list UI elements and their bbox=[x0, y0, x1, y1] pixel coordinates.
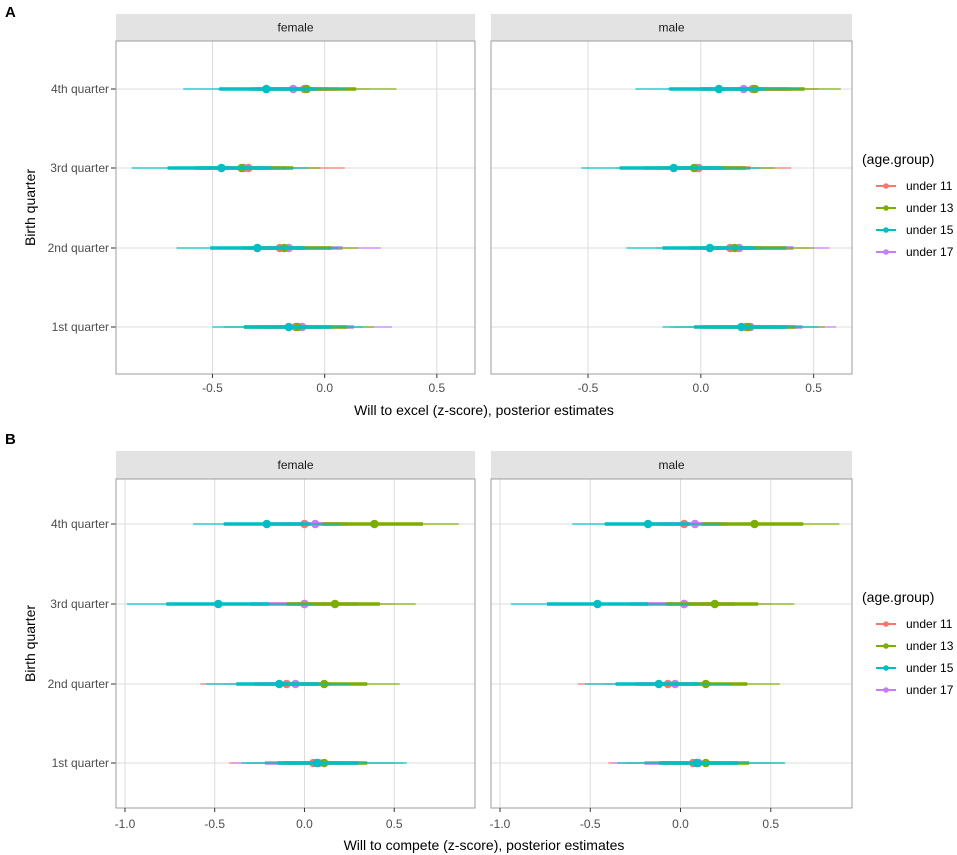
x-tick-label: 0.5 bbox=[386, 817, 403, 831]
legend-key-point bbox=[883, 665, 889, 671]
median-point-under-15 bbox=[737, 322, 746, 332]
facet-female: female -0.5 0.0 0.5 bbox=[115, 14, 476, 395]
median-point-under-15 bbox=[284, 322, 294, 332]
y-tick-label: 3rd quarter bbox=[50, 597, 109, 611]
legend-entry-label: under 15 bbox=[906, 223, 954, 237]
median-point-under-13 bbox=[750, 519, 759, 529]
x-axis-title: Will to excel (z-score), posterior estim… bbox=[354, 402, 614, 418]
y-tick-label: 2nd quarter bbox=[48, 677, 109, 691]
facet-strip bbox=[116, 14, 475, 41]
facet-male: male -0.5 0.0 0.5 bbox=[490, 14, 853, 395]
y-tick-label: 3rd quarter bbox=[50, 161, 109, 175]
median-point-under-15 bbox=[312, 758, 322, 768]
legend-title: (age.group) bbox=[862, 151, 934, 167]
y-tick-label: 4th quarter bbox=[51, 82, 109, 96]
facet-strip-label: female bbox=[277, 21, 313, 35]
x-tick-label: -0.5 bbox=[580, 817, 601, 831]
x-tick-label: 0.0 bbox=[692, 381, 709, 395]
panel-label: B bbox=[5, 431, 16, 448]
median-point-under-15 bbox=[593, 599, 602, 609]
legend-entry-label: under 17 bbox=[906, 245, 954, 259]
legend-key-point bbox=[883, 687, 889, 693]
x-tick-label: -1.0 bbox=[490, 817, 511, 831]
facet-strip-label: female bbox=[277, 458, 313, 472]
x-tick-label: -0.5 bbox=[578, 381, 599, 395]
panel-border bbox=[490, 478, 853, 809]
legend-entry-label: under 17 bbox=[906, 683, 954, 697]
median-point-under-15 bbox=[262, 84, 271, 94]
legend-entry-label: under 13 bbox=[906, 639, 954, 653]
median-point-under-15 bbox=[253, 243, 262, 253]
x-axis-title: Will to compete (z-score), posterior est… bbox=[344, 837, 625, 853]
median-point-under-15 bbox=[692, 758, 702, 768]
x-tick-label: 0.0 bbox=[316, 381, 333, 395]
legend-entry-label: under 15 bbox=[906, 661, 954, 675]
facet-strip-label: male bbox=[658, 21, 684, 35]
y-tick-label: 1st quarter bbox=[52, 756, 109, 770]
x-tick-label: 0.0 bbox=[672, 817, 689, 831]
median-point-under-13 bbox=[370, 519, 379, 529]
median-point-under-13 bbox=[330, 599, 340, 609]
median-point-under-15 bbox=[654, 679, 664, 689]
median-point-under-15 bbox=[714, 84, 724, 94]
y-axis-title: Birth quarter bbox=[22, 605, 38, 682]
legend-entry-label: under 11 bbox=[906, 617, 953, 631]
x-tick-label: -1.0 bbox=[115, 817, 136, 831]
median-point-under-15 bbox=[275, 679, 284, 689]
panel-border bbox=[115, 40, 476, 375]
legend-key-point bbox=[883, 205, 889, 211]
panel-border bbox=[115, 478, 476, 809]
median-point-under-15 bbox=[705, 243, 715, 253]
legend-title: (age.group) bbox=[862, 589, 934, 605]
y-tick-label: 1st quarter bbox=[52, 320, 109, 334]
legend-key-point bbox=[883, 249, 889, 255]
legend-entry-label: under 13 bbox=[906, 201, 954, 215]
facet-strip bbox=[491, 14, 852, 41]
legend: (age.group) under 11 under 13 under 15 under… bbox=[862, 151, 954, 259]
facet-female: female -1.0 -0.5 0.0 0.5 bbox=[115, 451, 476, 831]
legend-key-point bbox=[883, 227, 889, 233]
facet-male: male -1.0 -0.5 0.0 0.5 bbox=[490, 451, 853, 831]
facet-strip bbox=[491, 451, 852, 479]
panel-border bbox=[490, 40, 853, 375]
median-point-under-15 bbox=[262, 519, 272, 529]
median-point-under-13 bbox=[710, 599, 720, 609]
median-point-under-15 bbox=[669, 163, 679, 173]
legend-key-point bbox=[883, 183, 889, 189]
median-point-under-15 bbox=[217, 163, 226, 173]
x-tick-label: -0.5 bbox=[204, 817, 225, 831]
y-axis-title: Birth quarter bbox=[22, 169, 38, 246]
y-tick-label: 4th quarter bbox=[51, 517, 109, 531]
median-point-under-15 bbox=[643, 519, 653, 529]
legend: (age.group) under 11 under 13 under 15 under… bbox=[862, 589, 954, 697]
x-tick-label: -0.5 bbox=[202, 381, 223, 395]
legend-entry-label: under 11 bbox=[906, 179, 953, 193]
facet-strip-label: male bbox=[658, 458, 684, 472]
legend-key-point bbox=[883, 621, 889, 627]
y-tick-label: 2nd quarter bbox=[48, 241, 109, 255]
median-point-under-15 bbox=[214, 599, 223, 609]
x-tick-label: 0.5 bbox=[805, 381, 822, 395]
panel-label: A bbox=[5, 4, 16, 21]
legend-key-point bbox=[883, 643, 889, 649]
x-tick-label: 0.5 bbox=[762, 817, 779, 831]
x-tick-label: 0.5 bbox=[429, 381, 446, 395]
x-tick-label: 0.0 bbox=[296, 817, 313, 831]
facet-strip bbox=[116, 451, 475, 479]
